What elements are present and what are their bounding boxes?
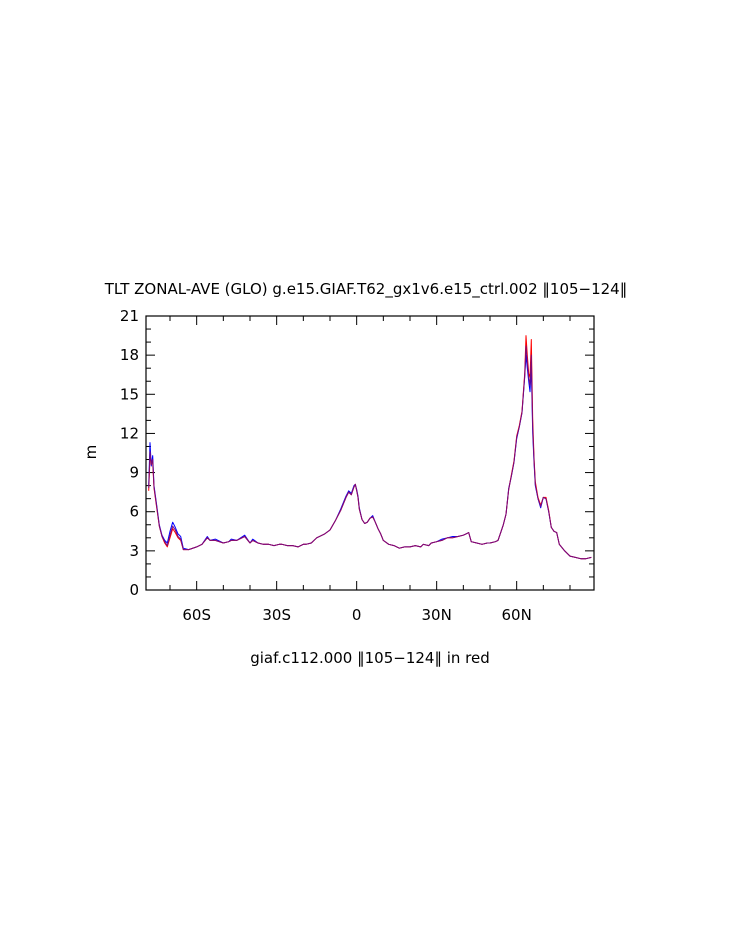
x-axis-title: giaf.c112.000 ‖105−124‖ in red — [250, 649, 490, 667]
y-axis-title-group: m — [82, 445, 100, 460]
y-tick-label: 18 — [120, 346, 139, 364]
y-tick-label: 3 — [129, 542, 139, 560]
y-tick-label: 21 — [120, 307, 139, 325]
y-tick-label: 15 — [120, 385, 139, 403]
y-tick-label: 6 — [129, 503, 139, 521]
x-tick-label: 30N — [422, 606, 452, 624]
y-tick-label: 12 — [120, 424, 139, 442]
plot-frame — [145, 315, 595, 591]
y-tick-label: 9 — [129, 464, 139, 482]
series-line-1 — [148, 354, 592, 560]
y-axis-title: m — [82, 445, 100, 460]
x-tick-label: 0 — [352, 606, 362, 624]
axis-ticks — [146, 315, 594, 591]
x-tick-label: 60S — [182, 606, 211, 624]
data-series — [148, 335, 592, 560]
x-tick-label: 30S — [262, 606, 291, 624]
chart-title: TLT ZONAL-AVE (GLO) g.e15.GIAF.T62_gx1v6… — [104, 280, 627, 299]
series-line-3 — [148, 345, 592, 560]
x-tick-label: 60N — [502, 606, 532, 624]
axis-tick-labels: 0 3 6 9 12 15 18 21 60S 30S 0 30N 60N — [120, 307, 532, 624]
y-tick-label: 0 — [129, 581, 139, 599]
